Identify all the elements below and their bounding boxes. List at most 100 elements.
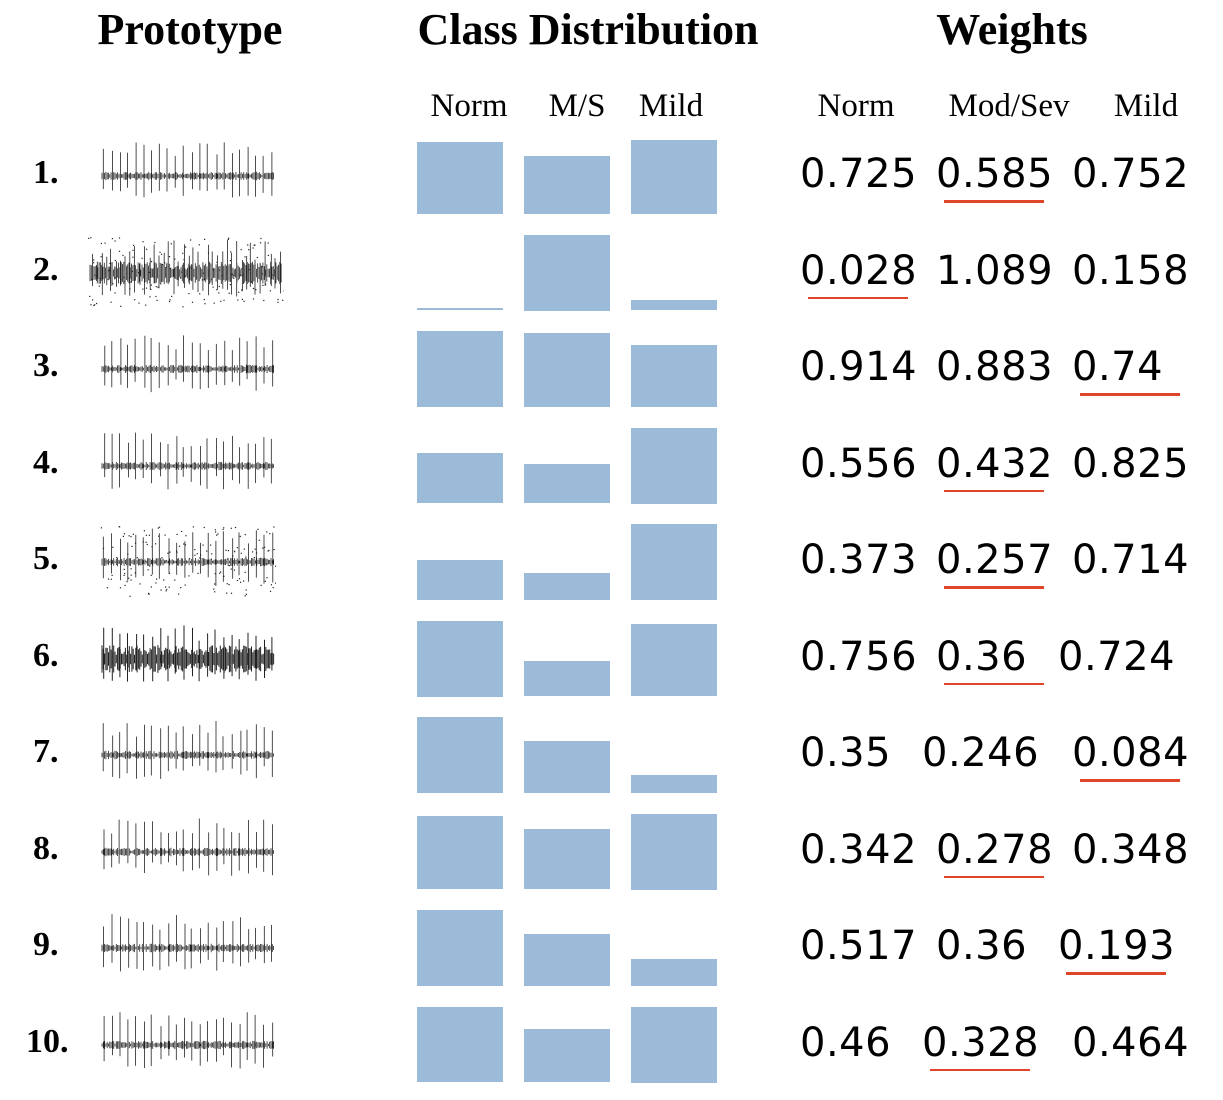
prototype-waveform <box>101 335 274 393</box>
noise-dot <box>228 237 230 239</box>
noise-dot <box>228 584 230 586</box>
noise-dot <box>124 584 126 586</box>
noise-dot <box>258 558 260 560</box>
noise-dot <box>164 261 166 263</box>
noise-dot <box>226 592 228 594</box>
noise-dot <box>214 591 216 593</box>
noise-dot <box>216 534 218 536</box>
noise-dot <box>261 272 263 274</box>
noise-dot <box>104 242 106 244</box>
noise-dot <box>183 258 185 260</box>
noise-dot <box>133 244 135 246</box>
noise-dot <box>120 278 122 280</box>
noise-dot <box>160 253 163 255</box>
noise-dot <box>269 533 271 535</box>
noise-dot <box>142 288 144 290</box>
noise-dot <box>265 563 268 565</box>
noise-dot <box>178 545 181 547</box>
noise-dot <box>114 259 116 261</box>
noise-dot <box>154 241 156 243</box>
noise-dot <box>217 533 219 535</box>
noise-dot <box>118 250 121 252</box>
distribution-bar <box>631 1006 717 1083</box>
row-label: 5. <box>33 540 59 577</box>
noise-dot <box>262 547 264 549</box>
noise-dot <box>120 305 122 307</box>
noise-dot <box>89 295 91 297</box>
noise-dot <box>197 572 199 574</box>
weight-value: 0.74 <box>1072 344 1164 390</box>
noise-dot <box>268 549 270 551</box>
noise-dot <box>132 249 134 251</box>
noise-dot <box>138 302 140 304</box>
noise-dot <box>93 304 95 306</box>
weight-value: 0.257 <box>936 537 1054 583</box>
noise-dot <box>223 575 225 577</box>
noise-dot <box>223 299 225 301</box>
noise-dot <box>199 292 201 294</box>
noise-dot <box>185 246 187 248</box>
noise-dot <box>167 552 169 554</box>
noise-dot <box>166 588 168 591</box>
noise-dot <box>123 574 125 576</box>
noise-dot <box>226 583 228 585</box>
distribution-bar <box>631 427 717 504</box>
noise-dot <box>134 542 137 544</box>
noise-dot <box>149 565 151 567</box>
noise-dot <box>190 263 193 266</box>
noise-dot <box>218 291 220 293</box>
noise-dot <box>88 237 90 239</box>
distribution-bar <box>631 345 717 407</box>
noise-dot <box>243 300 245 302</box>
noise-dot <box>109 262 111 264</box>
noise-dot <box>164 534 166 536</box>
noise-dot <box>250 271 252 273</box>
noise-dot <box>188 292 190 294</box>
distribution-bar <box>631 774 717 793</box>
noise-dot <box>203 278 206 280</box>
noise-dot <box>194 549 196 551</box>
noise-dot <box>150 288 152 290</box>
noise-dot <box>168 586 170 588</box>
distribution-bar <box>417 331 503 407</box>
noise-dot <box>142 541 144 543</box>
noise-dot <box>110 301 112 303</box>
noise-dot <box>248 268 250 270</box>
noise-dot <box>95 274 97 276</box>
noise-dot <box>237 298 239 301</box>
noise-dot <box>220 300 222 302</box>
weight-col-mild: Mild <box>1113 88 1179 124</box>
noise-dot <box>198 243 200 245</box>
noise-dot <box>150 574 152 576</box>
noise-dot <box>270 584 272 586</box>
noise-dot <box>149 278 151 280</box>
noise-dot <box>227 550 229 552</box>
weight-value: 0.278 <box>936 826 1054 873</box>
prototype-waveform <box>101 624 275 682</box>
row-label: 10. <box>26 1022 69 1060</box>
noise-dot <box>210 544 212 546</box>
noise-dot <box>204 238 206 240</box>
noise-dot <box>252 246 254 249</box>
noise-dot <box>174 258 176 260</box>
noise-dot <box>124 572 126 575</box>
waveform-trace <box>101 818 274 876</box>
distribution-bar <box>524 933 610 986</box>
noise-dot <box>168 572 171 574</box>
waveform-trace <box>101 721 274 779</box>
noise-dot <box>188 558 191 560</box>
weight-value: 0.373 <box>800 537 918 583</box>
noise-dot <box>142 240 144 242</box>
noise-dot <box>161 557 163 559</box>
noise-dot <box>243 548 245 550</box>
dist-col-ms: M/S <box>548 88 606 124</box>
noise-dot <box>150 260 153 262</box>
distribution-bar <box>417 1007 503 1083</box>
noise-dot <box>169 298 171 300</box>
noise-dot <box>155 582 157 584</box>
prototype-waveform <box>101 1011 274 1068</box>
noise-dot <box>158 526 161 528</box>
noise-dot <box>183 543 185 545</box>
waveform-trace <box>101 335 274 393</box>
noise-dot <box>216 288 218 290</box>
